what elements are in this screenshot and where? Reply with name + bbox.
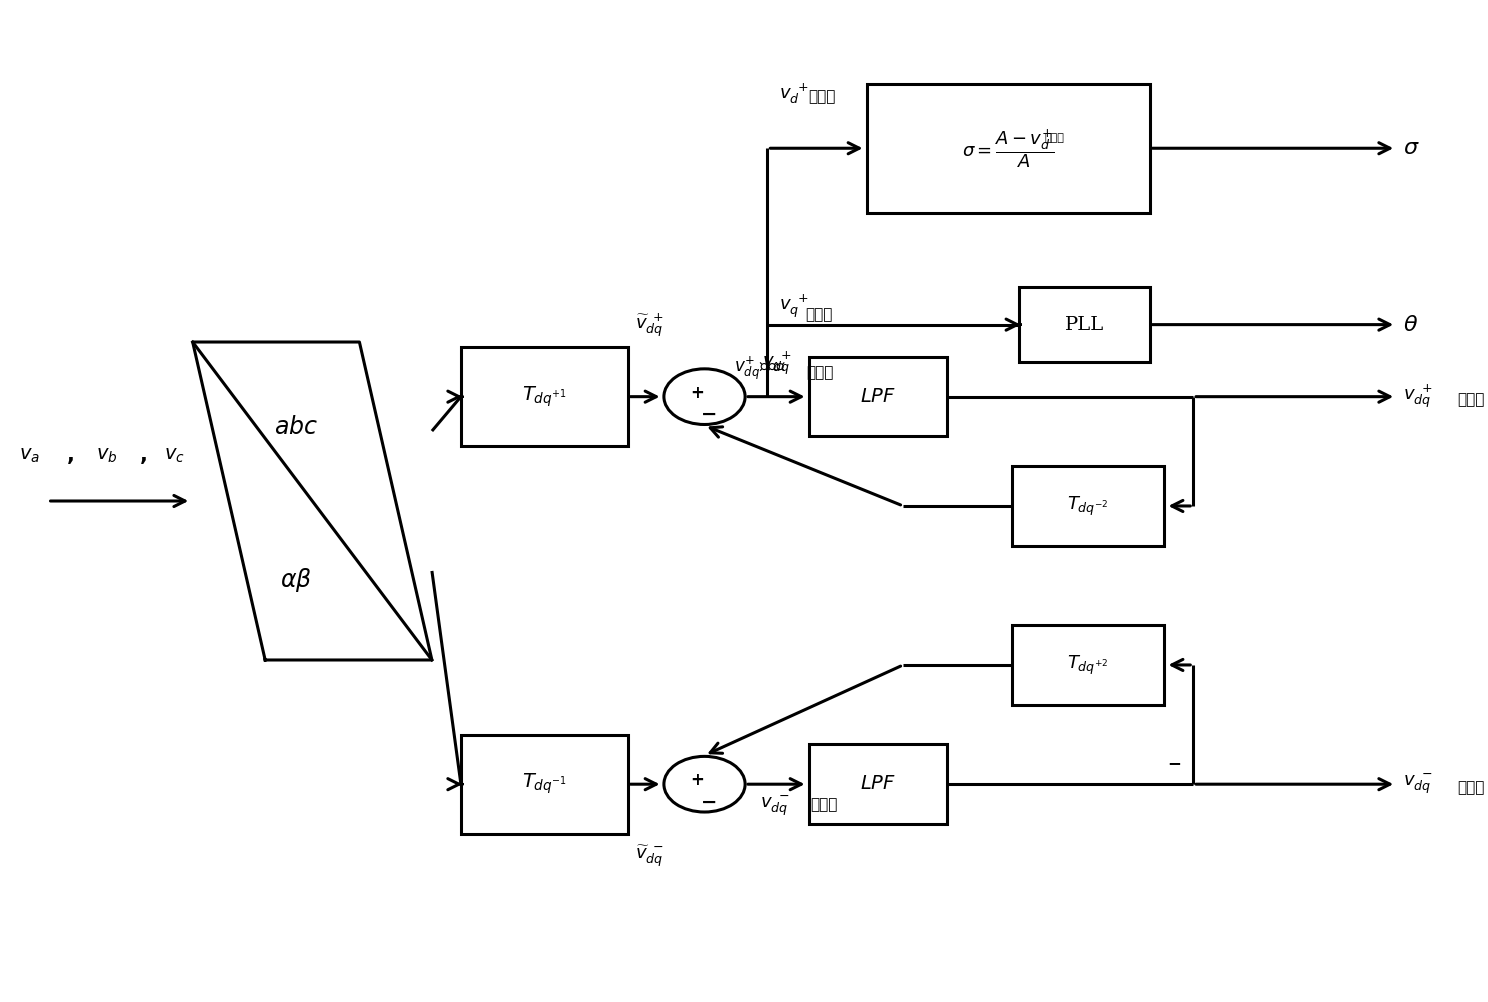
Text: $T_{dq^{+2}}$: $T_{dq^{+2}}$ — [1067, 653, 1109, 676]
Text: $v_{dq}^{\ -}$: $v_{dq}^{\ -}$ — [759, 795, 789, 819]
Bar — [809, 744, 946, 824]
Text: 瞬时値: 瞬时値 — [1045, 133, 1064, 143]
Text: $v_{dq}^{\ +}$: $v_{dq}^{\ +}$ — [762, 350, 792, 377]
Text: $LPF$: $LPF$ — [860, 388, 896, 406]
Text: 瞬时値: 瞬时値 — [805, 308, 832, 323]
Text: $LPF$: $LPF$ — [860, 776, 896, 794]
Text: $v_q^{\ +}$: $v_q^{\ +}$ — [780, 293, 808, 320]
Text: −: − — [1168, 755, 1181, 773]
Text: $v_c$: $v_c$ — [164, 447, 185, 466]
Text: $\mathbf{,}$: $\mathbf{,}$ — [65, 446, 73, 466]
Text: $\sigma$: $\sigma$ — [1403, 137, 1420, 159]
Text: +: + — [690, 772, 704, 790]
Bar — [868, 83, 1150, 212]
Text: $\widetilde{v}_{dq}^{\ -}$: $\widetilde{v}_{dq}^{\ -}$ — [635, 844, 664, 870]
Text: $\sigma=\dfrac{A-v_{d}^{+}}{A}$: $\sigma=\dfrac{A-v_{d}^{+}}{A}$ — [963, 126, 1055, 169]
Text: +: + — [690, 384, 704, 402]
Text: $v_{dq}^{+}$小时値: $v_{dq}^{+}$小时値 — [734, 355, 787, 382]
Bar — [461, 734, 628, 834]
Text: 平均値: 平均値 — [1457, 392, 1485, 407]
Text: 瞬时値: 瞬时値 — [808, 89, 835, 104]
Text: $abc$: $abc$ — [274, 417, 317, 439]
Text: −: − — [701, 793, 717, 812]
Text: 瞬时値: 瞬时値 — [811, 798, 838, 812]
Text: $\theta$: $\theta$ — [1403, 314, 1418, 336]
Bar — [1012, 466, 1164, 546]
Text: PLL: PLL — [1065, 316, 1104, 334]
Text: 瞬时値: 瞬时値 — [806, 365, 833, 380]
Text: $\mathbf{,}$: $\mathbf{,}$ — [140, 446, 147, 466]
Text: $v_{dq}^{\ +}$: $v_{dq}^{\ +}$ — [1403, 383, 1433, 411]
Bar — [1019, 288, 1150, 362]
Text: $\widetilde{v}_{dq}^{\ +}$: $\widetilde{v}_{dq}^{\ +}$ — [635, 312, 664, 339]
Bar — [461, 347, 628, 446]
Text: $T_{dq^{-2}}$: $T_{dq^{-2}}$ — [1067, 494, 1109, 518]
Text: $T_{dq^{+1}}$: $T_{dq^{+1}}$ — [522, 385, 567, 409]
Bar — [809, 357, 946, 437]
Bar — [1012, 625, 1164, 704]
Text: $T_{dq^{-1}}$: $T_{dq^{-1}}$ — [522, 772, 567, 797]
Text: $v_{dq}^{\ -}$: $v_{dq}^{\ -}$ — [1403, 772, 1433, 797]
Text: $\alpha\beta$: $\alpha\beta$ — [280, 566, 311, 594]
Text: $v_b$: $v_b$ — [95, 447, 118, 466]
Text: −: − — [701, 405, 717, 424]
Text: $v_d^{\ +}$: $v_d^{\ +}$ — [780, 81, 808, 106]
Text: $v_a$: $v_a$ — [19, 447, 40, 466]
Text: 平均値: 平均値 — [1457, 780, 1485, 795]
